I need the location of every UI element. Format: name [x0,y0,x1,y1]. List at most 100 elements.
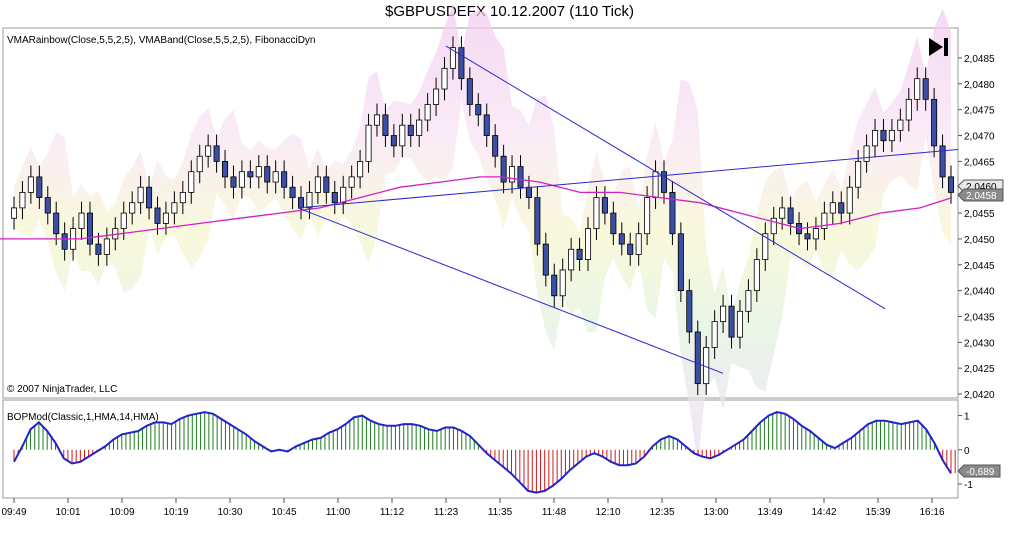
down-candle [230,165,237,199]
candlestick-series [10,36,955,396]
candle-body [601,197,608,214]
candle-body [720,305,727,323]
lower-pane-label: BOPMod(Classic,1,HMA,14,HMA) [7,412,159,423]
chart-title: $GBPUSDEFX 10.12.2007 (110 Tick) [384,3,634,20]
time-tick-label: 11:12 [380,507,405,518]
trendlines-layer [297,45,959,374]
candle-body [838,202,845,214]
indicator-label: VMARainbow(Close,5,5,2,5), VMABand(Close… [7,35,315,46]
candle-body [297,197,305,209]
skip-forward-icon[interactable] [929,38,948,56]
up-candle [770,206,777,246]
up-candle [137,175,144,215]
down-candle [517,155,524,199]
time-tick-label: 11:35 [488,507,513,518]
candle-body [205,145,212,157]
candle-body [424,104,431,121]
up-candle [196,144,203,184]
candle-body [905,98,912,121]
candle-body [323,176,330,193]
candle-body [179,191,186,204]
time-tick-label: 10:19 [163,507,188,518]
time-tick-label: 10:01 [55,507,80,518]
down-candle [838,191,845,225]
candle-body [812,228,819,240]
down-candle [390,124,397,158]
down-candle [281,160,288,199]
price-badge-2: 2,0458 [957,188,1004,202]
down-candle [323,165,330,204]
candle-body [306,191,313,209]
up-candle [914,67,921,111]
candle-body [390,135,397,147]
candle-body [365,124,372,162]
candle-body [947,176,955,193]
up-candle [635,222,642,266]
candle-body [804,233,811,240]
price-tick-label: 2,0470 [964,132,995,143]
candle-body [213,145,220,162]
candle-body [10,207,18,219]
down-candle [880,118,887,153]
down-candle [382,103,389,147]
up-candle [585,217,592,271]
candle-body [585,228,592,260]
candle-body [255,166,262,178]
trendline [297,148,959,209]
down-candle [213,134,220,173]
candle-body [880,129,887,142]
candle-body [728,305,735,338]
candle-body [669,191,676,235]
candle-body [644,197,651,235]
svg-text:-0,689: -0,689 [966,467,995,478]
down-candle [500,144,507,194]
candle-body [146,186,153,209]
up-candle [205,134,212,168]
time-tick-label: 15:39 [865,507,890,518]
bop-line [13,411,952,494]
candle-body [171,202,178,214]
up-candle [416,108,423,147]
candle-body [492,135,499,157]
up-candle [162,201,169,235]
candle-body [542,243,549,276]
candle-body [458,47,465,80]
candle-body [660,171,668,193]
candle-body [373,114,380,126]
candle-body [525,186,532,198]
up-candle [357,150,364,189]
up-candle [27,165,34,204]
up-candle [365,113,372,173]
candle-body [939,145,946,178]
bop-tick-label: -1 [964,480,973,491]
candle-body [821,212,828,229]
up-candle [171,191,178,225]
candle-body [483,114,490,136]
candle-body [762,233,769,260]
price-tick-label: 2,0475 [964,106,995,117]
price-tick-label: 2,0420 [964,390,995,401]
candle-body [348,176,355,188]
up-candle [905,87,912,132]
candle-body [19,191,26,209]
candle-body [677,233,684,292]
candle-body [272,171,279,183]
candle-body [264,166,271,183]
candle-body [416,119,423,136]
candle-body [27,176,34,193]
candle-body [86,212,93,245]
svg-text:2,0460: 2,0460 [966,182,997,193]
candle-body [509,166,516,183]
price-axis: 2,04852,04802,04752,04702,04652,04602,04… [958,54,995,401]
price-tick-label: 2,0465 [964,157,995,168]
time-tick-label: 11:48 [542,507,567,518]
price-tick-label: 2,0485 [964,54,995,65]
time-axis: 09:49 10:01 10:09 10:19 10:30 10:45 11:00 11:12… [1,498,945,518]
trendline [445,45,886,310]
svg-text:2,0458: 2,0458 [966,191,997,202]
candle-body [787,207,794,224]
candle-body [829,202,836,214]
up-candle [736,299,743,349]
time-tick-label: 16:16 [919,507,944,518]
up-candle [762,222,769,271]
